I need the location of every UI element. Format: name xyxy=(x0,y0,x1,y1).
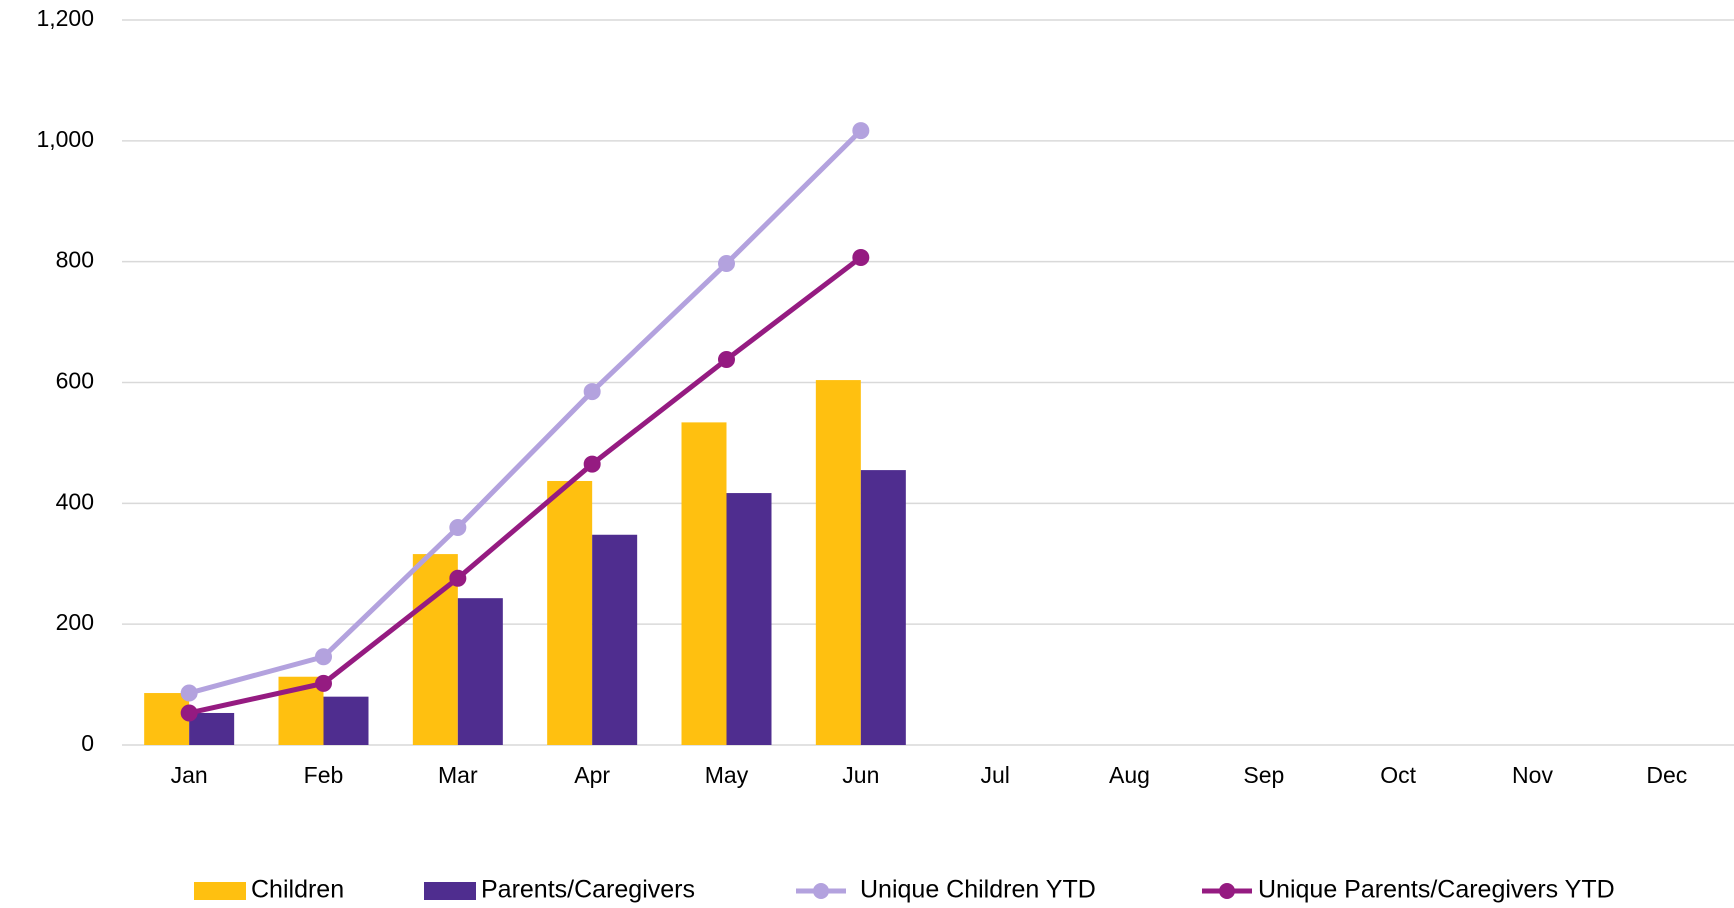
legend-swatch xyxy=(1219,883,1235,899)
y-tick-label: 1,200 xyxy=(36,5,94,31)
marker xyxy=(718,351,735,369)
x-tick-label: Sep xyxy=(1243,762,1284,788)
marker xyxy=(180,704,198,722)
marker xyxy=(315,648,332,666)
marker xyxy=(718,254,735,272)
bar xyxy=(144,693,190,745)
marker xyxy=(852,122,870,140)
x-tick-label: Oct xyxy=(1380,762,1416,788)
x-tick-label: May xyxy=(705,762,749,788)
marker xyxy=(852,248,870,266)
marker xyxy=(180,684,198,702)
legend-label: Children xyxy=(251,876,344,904)
legend-swatch xyxy=(813,883,829,899)
y-tick-label: 200 xyxy=(56,609,94,635)
legend-swatch xyxy=(194,882,246,900)
x-tick-label: Nov xyxy=(1512,762,1553,788)
x-tick-label: Aug xyxy=(1109,762,1150,788)
bar xyxy=(726,493,772,745)
y-tick-label: 800 xyxy=(56,247,94,273)
bar xyxy=(681,422,727,745)
x-tick-label: Mar xyxy=(438,762,478,788)
x-tick-label: Jul xyxy=(980,762,1009,788)
bar xyxy=(860,470,906,745)
x-tick-label: Jan xyxy=(171,762,208,788)
x-tick-label: Apr xyxy=(574,762,610,788)
legend-label: Parents/Caregivers xyxy=(481,876,695,904)
bar xyxy=(189,712,235,745)
y-tick-label: 400 xyxy=(56,488,94,514)
y-tick-label: 600 xyxy=(56,368,94,394)
x-tick-label: Jun xyxy=(842,762,879,788)
line xyxy=(188,128,863,696)
legend-swatch xyxy=(424,882,476,900)
bar xyxy=(592,534,638,745)
bar xyxy=(457,598,503,745)
bar xyxy=(815,380,861,745)
x-tick-label: Dec xyxy=(1646,762,1687,788)
y-tick-label: 0 xyxy=(81,730,94,756)
bar xyxy=(547,480,593,745)
marker xyxy=(583,383,601,401)
marker xyxy=(449,569,467,587)
bar xyxy=(323,696,369,745)
line xyxy=(188,255,863,716)
marker xyxy=(315,674,332,692)
legend-label: Unique Parents/Caregivers YTD xyxy=(1258,876,1615,904)
x-tick-label: Feb xyxy=(304,762,344,788)
legend-label: Unique Children YTD xyxy=(860,876,1096,904)
marker xyxy=(449,519,467,536)
marker xyxy=(583,455,601,473)
y-tick-label: 1,000 xyxy=(36,126,94,152)
